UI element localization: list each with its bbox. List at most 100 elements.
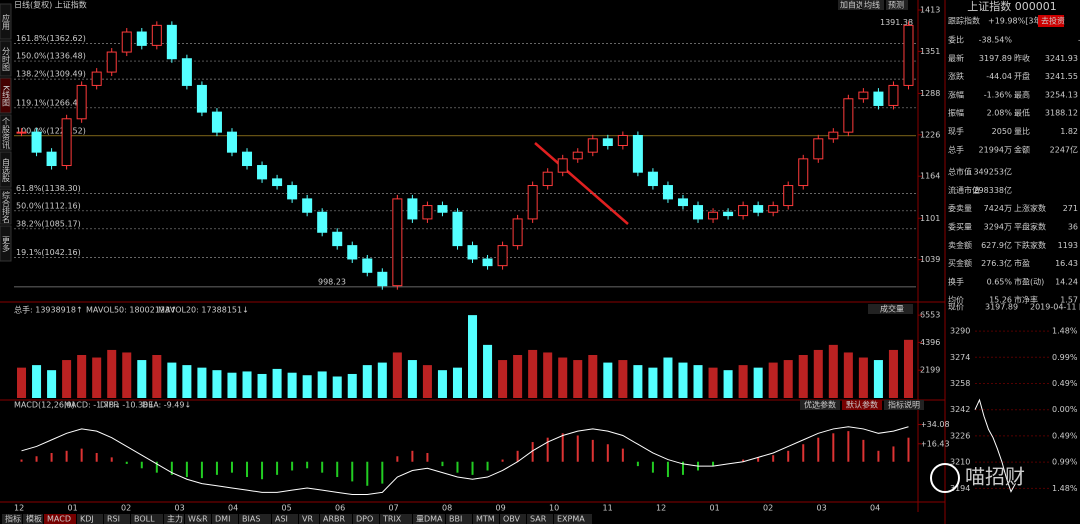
tab[interactable] [104,514,130,524]
tab-label[interactable]: TRIX [382,515,402,524]
x-tick-label: 12 [14,504,24,513]
volume-bar [377,362,387,398]
tab-label[interactable]: MTM [476,515,495,524]
tab-label[interactable]: DPO [356,515,373,524]
candle [572,151,583,160]
tab[interactable] [272,514,298,524]
x-tick-label: 10 [549,504,559,513]
macd-button[interactable]: 默认参数 [846,400,878,410]
macd-button[interactable]: 指标说明 [888,400,920,410]
sidebar-tab[interactable] [0,188,12,225]
x-tick-label: 08 [442,504,452,513]
tab-label[interactable]: DMI [215,515,230,524]
tab[interactable] [446,514,472,524]
candle [242,151,253,167]
y-tick-label: 1413 [920,6,940,15]
tab-label[interactable]: BIAS [242,515,260,524]
tab-label[interactable]: SAR [530,515,547,524]
volume-bar [873,360,883,398]
sidebar-label: 应用 [2,13,11,31]
button-bg [886,0,908,10]
candle [873,91,884,106]
sidebar-tab[interactable] [0,3,12,40]
high-label: 1391.38 [880,18,913,27]
tab-label[interactable]: EXPMA [557,515,585,524]
tab-label[interactable]: OBV [503,515,521,524]
x-tick-label: 07 [389,504,399,513]
candle [31,131,42,153]
watermark-icon [930,463,960,493]
tab[interactable] [185,514,211,524]
candle [798,158,809,187]
volume-bar [332,376,342,398]
panel-cell: 276.3亿 [981,258,1012,268]
tab-label[interactable]: BOLL [134,515,155,524]
tab-label[interactable]: 指标 [5,514,21,524]
sidebar-tab[interactable] [0,225,12,262]
y-tick-label: +16.43 [920,439,950,448]
panel-cell: 7424万 [984,204,1012,213]
sidebar-tab[interactable] [0,40,12,77]
tab-label[interactable]: ARBR [323,515,346,524]
tab-label[interactable]: RSI [107,515,120,524]
y-tick-label: 1101 [920,214,940,223]
label: 日线(复权) 上证指数 [14,0,87,10]
tab[interactable] [554,514,592,524]
tab[interactable] [380,514,412,524]
tab[interactable] [44,514,76,524]
candle [106,51,117,73]
candle [61,118,72,167]
tab[interactable] [320,514,352,524]
tab[interactable] [500,514,526,524]
macd-button[interactable]: 优选参数 [804,400,836,410]
tab-label[interactable]: VR [302,515,313,524]
tab[interactable] [77,514,103,524]
header-button[interactable]: 预测 [888,0,904,10]
tab[interactable] [299,514,319,524]
volume-legend: MAVOL20: 17388151↓ [158,306,249,315]
tab[interactable] [527,514,553,524]
y-tick-label: 1164 [920,172,940,181]
volume-bar [753,367,763,398]
panel-cell: 3254.13 [1045,90,1078,99]
candle [632,134,643,173]
tab-label[interactable]: 主力 [167,514,183,524]
panel-cell: -1.36% [984,90,1013,99]
tab-label[interactable]: ASI [275,515,288,524]
tab[interactable] [164,514,184,524]
y-tick-label: 4396 [920,338,940,347]
volume-bar [663,357,673,398]
tab[interactable] [131,514,163,524]
mini-line [974,398,1016,493]
y-tick-label: 3194 [950,484,970,493]
invest-button[interactable]: 去投资 [1041,16,1065,26]
volume-bar [92,357,102,398]
tab-label[interactable]: 模板 [26,514,42,524]
sidebar-tab[interactable] [0,114,12,151]
header-button[interactable]: 加自选 [840,0,864,10]
tab-label[interactable]: KDJ [80,515,94,524]
panel-cell: 总市值 [948,167,972,177]
y-tick-label: 3274 [950,353,970,362]
tab[interactable] [473,514,499,524]
mini-head: 现价 [948,303,964,312]
tab[interactable] [413,514,445,524]
tab-label[interactable]: 量DMA [416,515,443,524]
sidebar-tab[interactable] [0,77,12,114]
tab-label[interactable]: BBI [449,515,462,524]
tab[interactable] [2,514,22,524]
volume-button[interactable]: 成交量 [880,304,904,314]
tab[interactable] [23,514,43,524]
volume-bar [468,315,478,398]
tab[interactable] [239,514,271,524]
x-tick-label: 04 [870,504,880,513]
panel-cell: 流通市值 [948,185,980,195]
candle [783,185,794,207]
macd-legend: MACD(12,26,9) [14,401,75,410]
header-button[interactable]: 均线 [864,0,880,10]
tab-label[interactable]: W&R [188,515,208,524]
tab[interactable] [353,514,379,524]
tab-label[interactable]: MACD [47,515,71,524]
sidebar-tab[interactable] [0,151,12,188]
tab[interactable] [212,514,238,524]
